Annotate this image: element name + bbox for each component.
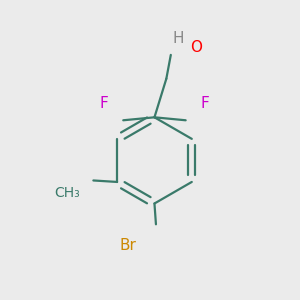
Text: CH₃: CH₃ (54, 186, 80, 200)
Text: F: F (201, 96, 209, 111)
Text: F: F (100, 96, 108, 111)
Text: H: H (172, 31, 184, 46)
Text: Br: Br (119, 238, 136, 253)
Text: O: O (190, 40, 202, 55)
